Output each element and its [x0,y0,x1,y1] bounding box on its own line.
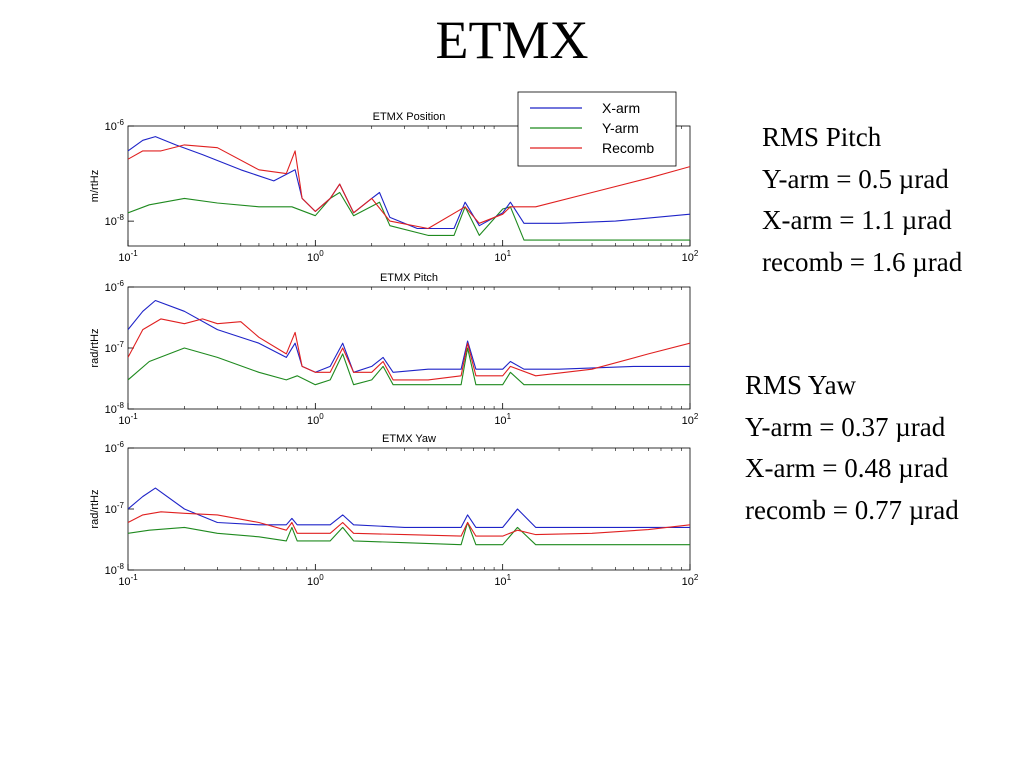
legend-frame [517,91,677,167]
spectra-figure: 10-1 100 101 102 10-6 10-8 ETMX Position m/rtHz… [89,91,699,588]
rms-pitch-x-arm: X-arm = 1.1 µrad [762,205,952,235]
x-tick-label: 102 [682,573,699,588]
series-line-recomb [128,511,690,537]
series-line-recomb [128,144,690,230]
x-tick-label: 100 [307,573,324,588]
rms-yaw-block: RMS Yaw Y-arm = 0.37 µrad X-arm = 0.48 µ… [745,365,959,531]
y-axis-label: rad/rtHz [89,328,101,367]
pitch-panel: 10-1 100 101 102 10-6 10-7 10-8 ETMX Pitch rad/r… [89,272,699,427]
rms-pitch-heading: RMS Pitch [762,122,882,152]
series-group [128,299,690,386]
rms-pitch-recomb: recomb = 1.6 µrad [762,246,963,277]
rms-yaw-recomb: recomb = 0.77 µrad [745,494,959,525]
y-tick-label: 10-7 [105,340,125,355]
slide-title: ETMX [435,10,589,70]
rms-pitch-y-arm: Y-arm = 0.5 µrad [762,163,949,194]
x-tick-label: 101 [494,249,511,264]
chart-title: ETMX Position [373,111,446,123]
x-tick-label: 10-1 [118,249,138,264]
series-group [128,136,690,241]
plot-frame [127,286,691,410]
y-axis-label: m/rtHz [89,170,101,202]
series-line-x-arm [128,487,690,528]
y-tick-label: 10-8 [105,213,125,228]
chart-title: ETMX Yaw [382,433,436,445]
legend: X-arm Y-arm Recomb [517,91,677,167]
series-line-y-arm [128,347,690,386]
x-tick-label: 10-1 [118,573,138,588]
y-tick-label: 10-6 [105,279,125,294]
x-tick-label: 100 [307,412,324,427]
legend-label-y-arm: Y-arm [602,120,639,136]
y-axis-label: rad/rtHz [89,489,101,528]
x-tick-label: 101 [494,573,511,588]
series-line-y-arm [128,521,690,546]
rms-yaw-y-arm: Y-arm = 0.37 µrad [745,411,946,442]
rms-yaw-heading: RMS Yaw [745,370,857,400]
rms-yaw-x-arm: X-arm = 0.48 µrad [745,453,949,483]
chart-title: ETMX Pitch [380,272,438,284]
series-line-recomb [128,318,690,381]
x-tick-label: 10-1 [118,412,138,427]
y-tick-label: 10-8 [105,562,125,577]
plot-frame [127,447,691,571]
x-tick-label: 102 [682,249,699,264]
legend-label-recomb: Recomb [602,140,654,156]
x-tick-label: 101 [494,412,511,427]
x-tick-label: 102 [682,412,699,427]
series-group [128,487,690,546]
rms-pitch-block: RMS Pitch Y-arm = 0.5 µrad X-arm = 1.1 µ… [762,117,962,283]
y-tick-label: 10-7 [105,501,125,516]
y-tick-label: 10-8 [105,401,125,416]
series-line-x-arm [128,299,690,373]
y-tick-label: 10-6 [105,118,125,133]
x-tick-label: 100 [307,249,324,264]
y-tick-label: 10-6 [105,440,125,455]
yaw-panel: 10-1 100 101 102 10-6 10-7 10-8 ETMX Yaw rad/rtH… [89,433,699,588]
legend-label-x-arm: X-arm [602,100,640,116]
